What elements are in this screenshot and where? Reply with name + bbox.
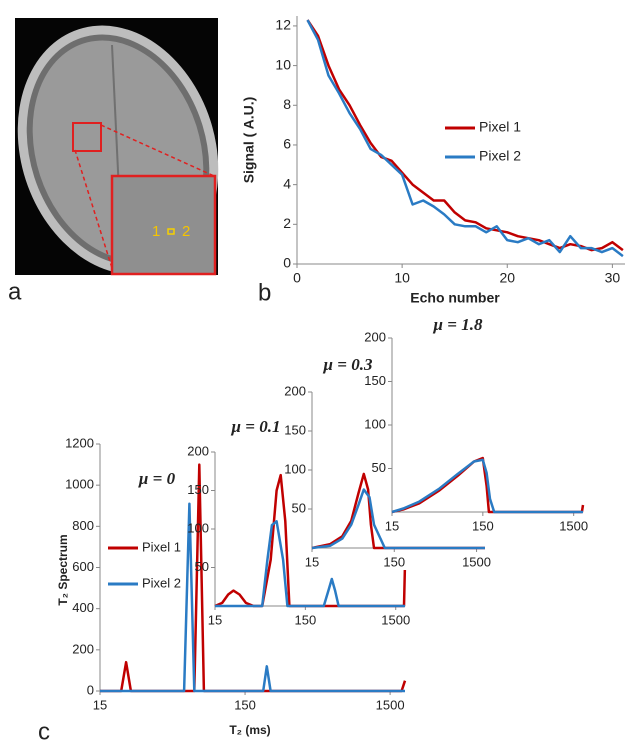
x-axis-label: Echo number: [410, 290, 500, 306]
y-tick-label: 200: [364, 329, 386, 344]
x-tick-label: 15: [93, 697, 107, 712]
y-tick-label: 12: [275, 17, 291, 33]
x-tick-label: 1500: [559, 518, 588, 533]
chart-title: μ = 1.8: [433, 315, 483, 334]
x-tick-label: 20: [499, 270, 515, 286]
y-tick-label: 0: [283, 255, 291, 271]
y-tick-label: 50: [372, 460, 386, 475]
figure: 1 2 a b c 0246810120102030Echo numberSig…: [0, 0, 625, 747]
x-tick-label: 150: [383, 554, 405, 569]
x-tick-label: 150: [234, 697, 256, 712]
y-tick-label: 100: [284, 461, 306, 476]
y-tick-label: 100: [187, 520, 209, 535]
y-tick-label: 8: [283, 96, 291, 112]
x-tick-label: 150: [472, 518, 494, 533]
series-line: [308, 20, 623, 250]
y-tick-label: 100: [364, 416, 386, 431]
x-tick-label: 30: [605, 270, 621, 286]
y-tick-label: 4: [283, 175, 291, 191]
x-tick-label: 1500: [462, 554, 491, 569]
y-tick-label: 10: [275, 56, 291, 72]
y-tick-label: 200: [187, 443, 209, 458]
y-axis-label: T₂ Spectrum: [56, 534, 70, 605]
y-tick-label: 1000: [65, 477, 94, 492]
y-tick-label: 200: [72, 641, 94, 656]
y-tick-label: 600: [72, 559, 94, 574]
x-tick-label: 1500: [376, 697, 405, 712]
y-tick-label: 200: [284, 383, 306, 398]
legend-label: Pixel 2: [479, 148, 521, 164]
chart-title: μ = 0.3: [323, 355, 373, 374]
y-tick-label: 50: [292, 500, 306, 515]
x-tick-label: 15: [305, 554, 319, 569]
x-tick-label: 1500: [381, 612, 410, 627]
x-axis-label: T₂ (ms): [229, 723, 270, 737]
mri-image: 1 2: [0, 0, 249, 301]
x-tick-label: 10: [394, 270, 410, 286]
y-axis-label: Signal ( A.U.): [241, 97, 257, 184]
y-tick-label: 150: [187, 482, 209, 497]
chart-title: μ = 0.1: [231, 417, 281, 436]
legend-label: Pixel 1: [479, 119, 521, 135]
y-tick-label: 2: [283, 215, 291, 231]
y-tick-label: 50: [195, 559, 209, 574]
y-tick-label: 150: [364, 373, 386, 388]
x-tick-label: 15: [208, 612, 222, 627]
y-tick-label: 1200: [65, 435, 94, 450]
chart-title: μ = 0: [138, 469, 176, 488]
panel-label: c: [38, 718, 50, 745]
pixel-label: 1: [152, 223, 160, 240]
panel-label: a: [8, 278, 22, 305]
pixel-label: 2: [182, 223, 190, 240]
legend-label: Pixel 1: [142, 539, 181, 554]
panel-label: b: [258, 279, 271, 306]
x-tick-label: 150: [295, 612, 317, 627]
y-tick-label: 400: [72, 600, 94, 615]
x-tick-label: 0: [293, 270, 301, 286]
y-tick-label: 800: [72, 518, 94, 533]
y-tick-label: 0: [87, 682, 94, 697]
legend-label: Pixel 2: [142, 575, 181, 590]
x-tick-label: 15: [385, 518, 399, 533]
y-tick-label: 6: [283, 136, 291, 152]
y-tick-label: 150: [284, 422, 306, 437]
